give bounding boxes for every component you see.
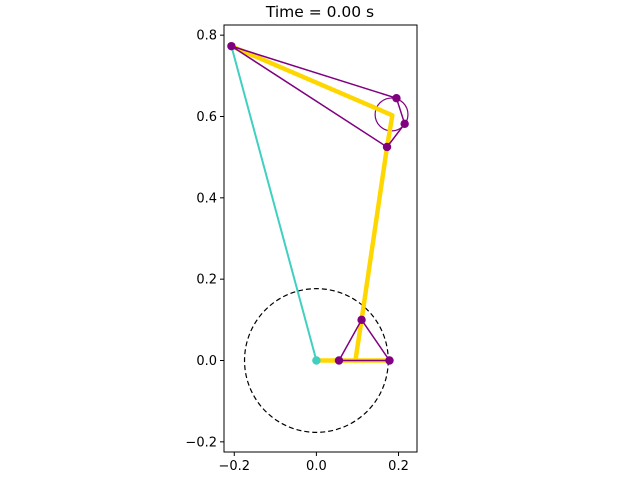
joint-marker-1 (227, 41, 236, 51)
axes: −0.2 0.0 0.2 −0.2 0.0 0.2 0.4 0.6 0.8 (185, 24, 418, 474)
joint-marker-0 (312, 356, 321, 365)
x-tick-label: −0.2 (218, 459, 250, 474)
chart-title: Time = 0.00 s (265, 3, 374, 21)
joint-marker-3 (400, 119, 409, 129)
y-tick-label: 0.2 (196, 273, 217, 288)
axes-frame (223, 24, 418, 453)
y-tick-label: −0.2 (185, 435, 217, 450)
x-tick-label: 0.2 (388, 459, 409, 474)
linkage-series-4 (338, 319, 391, 362)
plot-area (227, 41, 409, 433)
joint-marker-7 (385, 356, 394, 365)
joint-marker-2 (392, 94, 401, 103)
linkage-series-0 (230, 45, 318, 362)
x-tick-label: 0.0 (306, 459, 327, 474)
y-tick-label: 0.6 (196, 110, 217, 125)
joint-marker-6 (334, 356, 344, 365)
y-tick-label: 0.0 (196, 354, 217, 369)
y-tick-label: 0.4 (196, 191, 217, 206)
y-tick-label: 0.8 (196, 29, 217, 44)
joint-marker-5 (357, 315, 366, 325)
joint-marker-4 (382, 142, 392, 152)
